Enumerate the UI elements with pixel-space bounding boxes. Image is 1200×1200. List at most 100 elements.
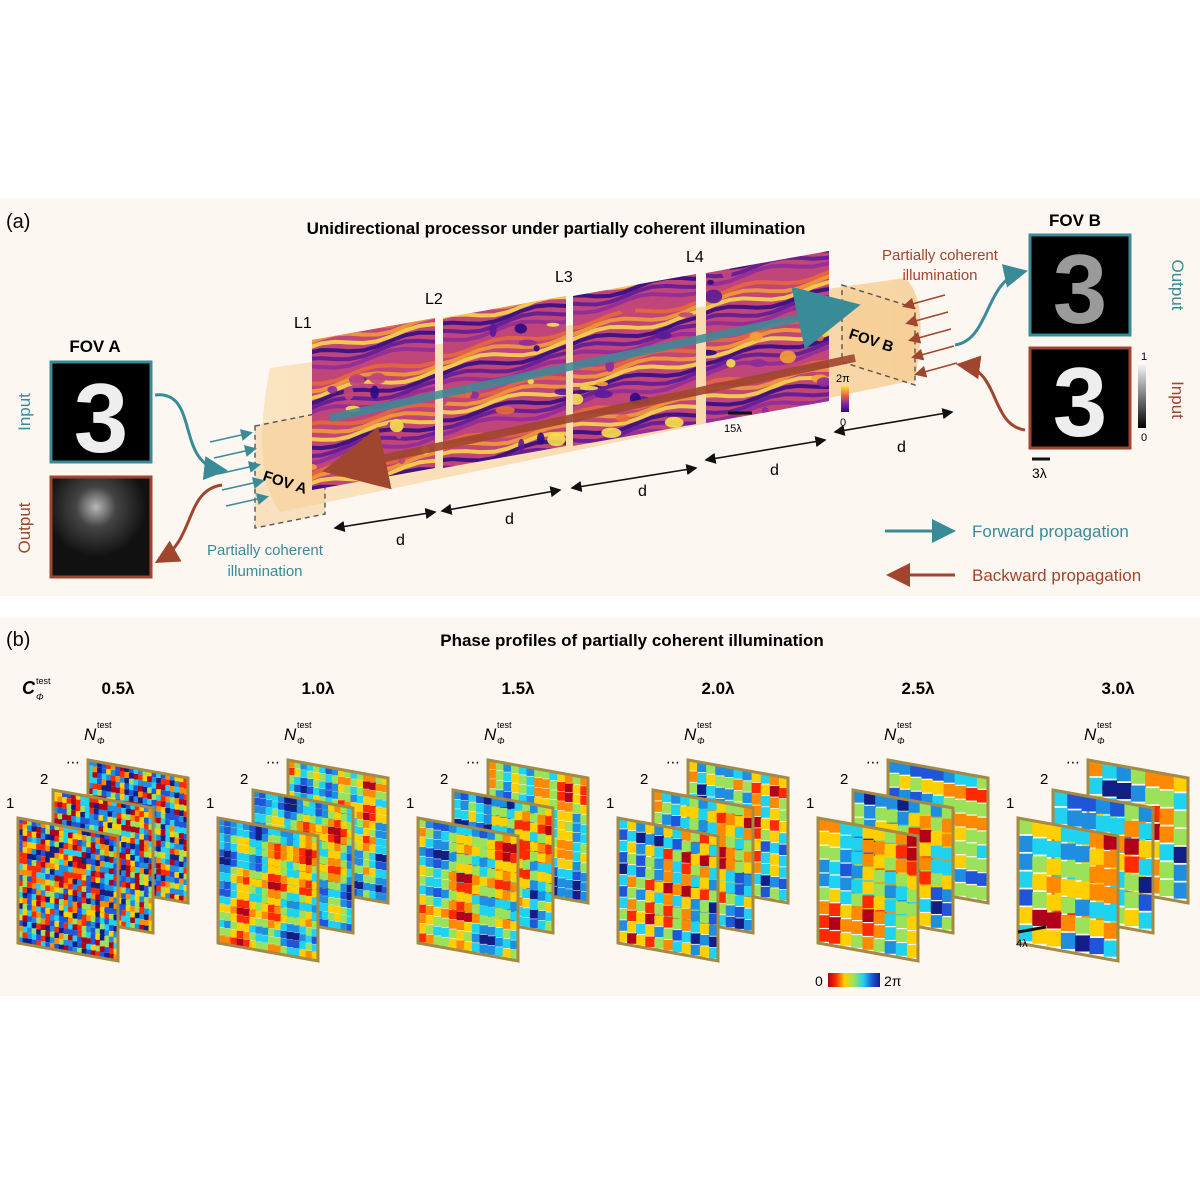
column-label: 2.5λ (901, 679, 935, 698)
fov-a-header: FOV A (69, 337, 120, 356)
n-label: N (1084, 725, 1097, 744)
ellipsis: ⋯ (1066, 755, 1080, 771)
column-label: 2.0λ (701, 679, 735, 698)
n-label-sup: test (297, 720, 312, 730)
column-2: 1.0λ N test Φ ⋯ 2 1 (206, 679, 390, 963)
distance-markers (333, 408, 954, 533)
column-label: 1.5λ (501, 679, 535, 698)
column-3: 1.5λ N test Φ ⋯ 2 1 (406, 679, 590, 963)
backward-beam-arrow (322, 354, 856, 490)
index-1: 1 (406, 795, 414, 812)
column-5: 2.5λ N test Φ ⋯ 2 1 (806, 679, 990, 963)
n-label: N (684, 725, 697, 744)
scale-label-15: 15λ (724, 423, 742, 435)
n-label-sup: test (97, 720, 112, 730)
index-2: 2 (240, 771, 248, 788)
pci-right-line2: illumination (902, 267, 977, 284)
fov-a-output-image (49, 475, 153, 579)
phase-panel-front (1016, 816, 1120, 963)
layer-label-l1: L1 (294, 315, 312, 332)
n-label: N (484, 725, 497, 744)
ellipsis: ⋯ (466, 755, 480, 771)
panel-a-title: Unidirectional processor under partially… (307, 219, 806, 238)
fov-a-output-curve (154, 483, 223, 563)
fov-a-plane (254, 411, 326, 529)
n-label-sup: test (497, 720, 512, 730)
fov-b-output-digit: 3 (1053, 234, 1108, 344)
phase-colorbar-bottom: 0 (840, 417, 846, 429)
index-1: 1 (6, 795, 14, 812)
colorbar-b-max: 2π (884, 973, 902, 989)
panel-b-title: Phase profiles of partially coherent ill… (440, 631, 824, 650)
input-right-label: Input (1168, 381, 1187, 419)
distance-label-4: d (770, 462, 779, 479)
phase-panel-front (616, 816, 720, 963)
index-2: 2 (1040, 771, 1048, 788)
distance-label-3: d (638, 483, 647, 500)
index-2: 2 (440, 771, 448, 788)
ellipsis: ⋯ (266, 755, 280, 771)
index-2: 2 (640, 771, 648, 788)
pci-right-line1: Partially coherent (882, 247, 999, 264)
colorbar-b-min: 0 (815, 973, 823, 989)
layer-label-l4: L4 (686, 249, 704, 266)
n-label: N (884, 725, 897, 744)
fov-a-input-digit: 3 (74, 363, 129, 473)
column-label: 3.0λ (1101, 679, 1135, 698)
n-label-sub: Φ (97, 736, 105, 746)
fov-b-output-image (1028, 233, 1132, 337)
column-label: 1.0λ (301, 679, 335, 698)
row-label-c-sup: test (36, 676, 51, 686)
fov-b-header: FOV B (1049, 211, 1101, 230)
fov-b-input-digit: 3 (1053, 347, 1108, 457)
gray-colorbar-bottom: 0 (1141, 432, 1147, 444)
row-label-c: C (22, 678, 36, 698)
scale-bar-4 (1017, 925, 1047, 934)
column-1: 0.5λ N test Φ ⋯ 2 1 (6, 679, 190, 963)
distance-label-1: d (396, 532, 405, 549)
right-illumination-arrows (902, 294, 958, 378)
pci-left-line2: illumination (227, 563, 302, 580)
layer-label-l2: L2 (425, 291, 443, 308)
column-4: 2.0λ N test Φ ⋯ 2 1 (606, 679, 790, 963)
index-1: 1 (1006, 795, 1014, 812)
input-left-label: Input (15, 393, 34, 431)
colorbar-b (828, 973, 880, 987)
n-label-sub: Φ (497, 736, 505, 746)
n-label-sub: Φ (297, 736, 305, 746)
ellipsis: ⋯ (866, 755, 880, 771)
legend-backward-label: Backward propagation (972, 566, 1141, 585)
fov-b-input-image (1028, 346, 1132, 450)
n-label-sub: Φ (1097, 736, 1105, 746)
pci-left-line1: Partially coherent (207, 542, 324, 559)
gray-colorbar-top: 1 (1141, 351, 1147, 363)
phase-panel-front (416, 816, 520, 963)
forward-beam-arrow (329, 286, 861, 422)
n-label-sub: Φ (697, 736, 705, 746)
n-label: N (84, 725, 97, 744)
index-2: 2 (40, 771, 48, 788)
n-label-sup: test (697, 720, 712, 730)
ellipsis: ⋯ (666, 755, 680, 771)
gray-colorbar (1138, 362, 1146, 428)
ellipsis: ⋯ (66, 755, 80, 771)
phase-panel-front (16, 816, 120, 963)
distance-label-5: d (897, 439, 906, 456)
output-right-label: Output (1168, 259, 1187, 310)
column-6: 3.0λ N test Φ ⋯ 2 1 (1006, 679, 1190, 963)
n-label-sup: test (897, 720, 912, 730)
distance-label-2: d (505, 511, 514, 528)
index-1: 1 (606, 795, 614, 812)
legend-forward-label: Forward propagation (972, 522, 1129, 541)
phase-colorbar-a (841, 386, 849, 412)
scale-label-4: 4λ (1016, 938, 1028, 950)
fov-a-input-image (49, 360, 153, 464)
index-2: 2 (840, 771, 848, 788)
fov-b-output-curve (954, 264, 1028, 347)
phase-colorbar-top: 2π (836, 373, 850, 385)
scale-label-3: 3λ (1032, 465, 1047, 481)
layer-label-l3: L3 (555, 269, 573, 286)
fov-b-input-curve (956, 355, 1026, 432)
